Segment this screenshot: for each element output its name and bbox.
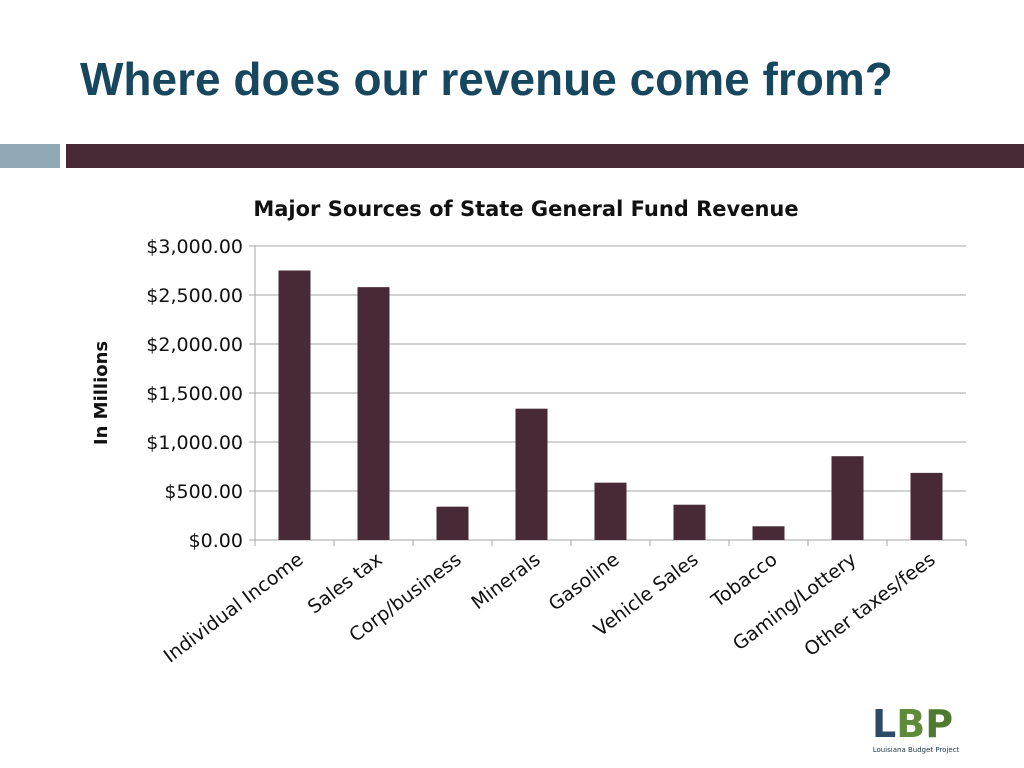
y-tick-label: $2,500.00 [146,285,243,307]
logo-letter-l: L [872,702,897,746]
x-category-label: Tobacco [707,548,782,612]
bar-gasoline [594,482,627,540]
accent-bar-left [0,144,60,168]
y-tick-label: $0.00 [189,530,243,552]
accent-bar-right [66,144,1024,168]
bar-sales-tax [357,287,390,540]
bar-vehicle-sales [673,504,706,540]
bar-individual-income [278,270,311,540]
lbp-logo: L B P Louisiana Budget Project [866,704,966,760]
bar-corp-business [436,506,469,540]
x-category-label: Minerals [467,548,544,614]
x-category-label: Individual Income [160,548,308,667]
logo-letter-b: B [896,702,926,746]
y-tick-label: $2,000.00 [146,334,243,356]
logo-caption: Louisiana Budget Project [872,746,960,754]
bar-minerals [515,408,548,540]
bar-tobacco [752,526,785,540]
x-category-label: Other taxes/fees [800,548,939,660]
slide-title: Where does our revenue come from? [80,53,893,105]
chart-title: Major Sources of State General Fund Reve… [253,197,798,221]
bar-gaming-lottery [831,456,864,540]
y-axis-label: In Millions [91,341,112,445]
y-tick-label: $1,000.00 [146,432,243,454]
bar-other-taxes-fees [910,472,943,540]
x-category-label: Gasoline [545,548,624,615]
y-tick-label: $3,000.00 [146,236,243,258]
y-tick-label: $500.00 [164,481,243,503]
y-tick-label: $1,500.00 [146,383,243,405]
logo-letter-p: P [925,702,954,746]
logo-letters: L B P [872,704,953,744]
